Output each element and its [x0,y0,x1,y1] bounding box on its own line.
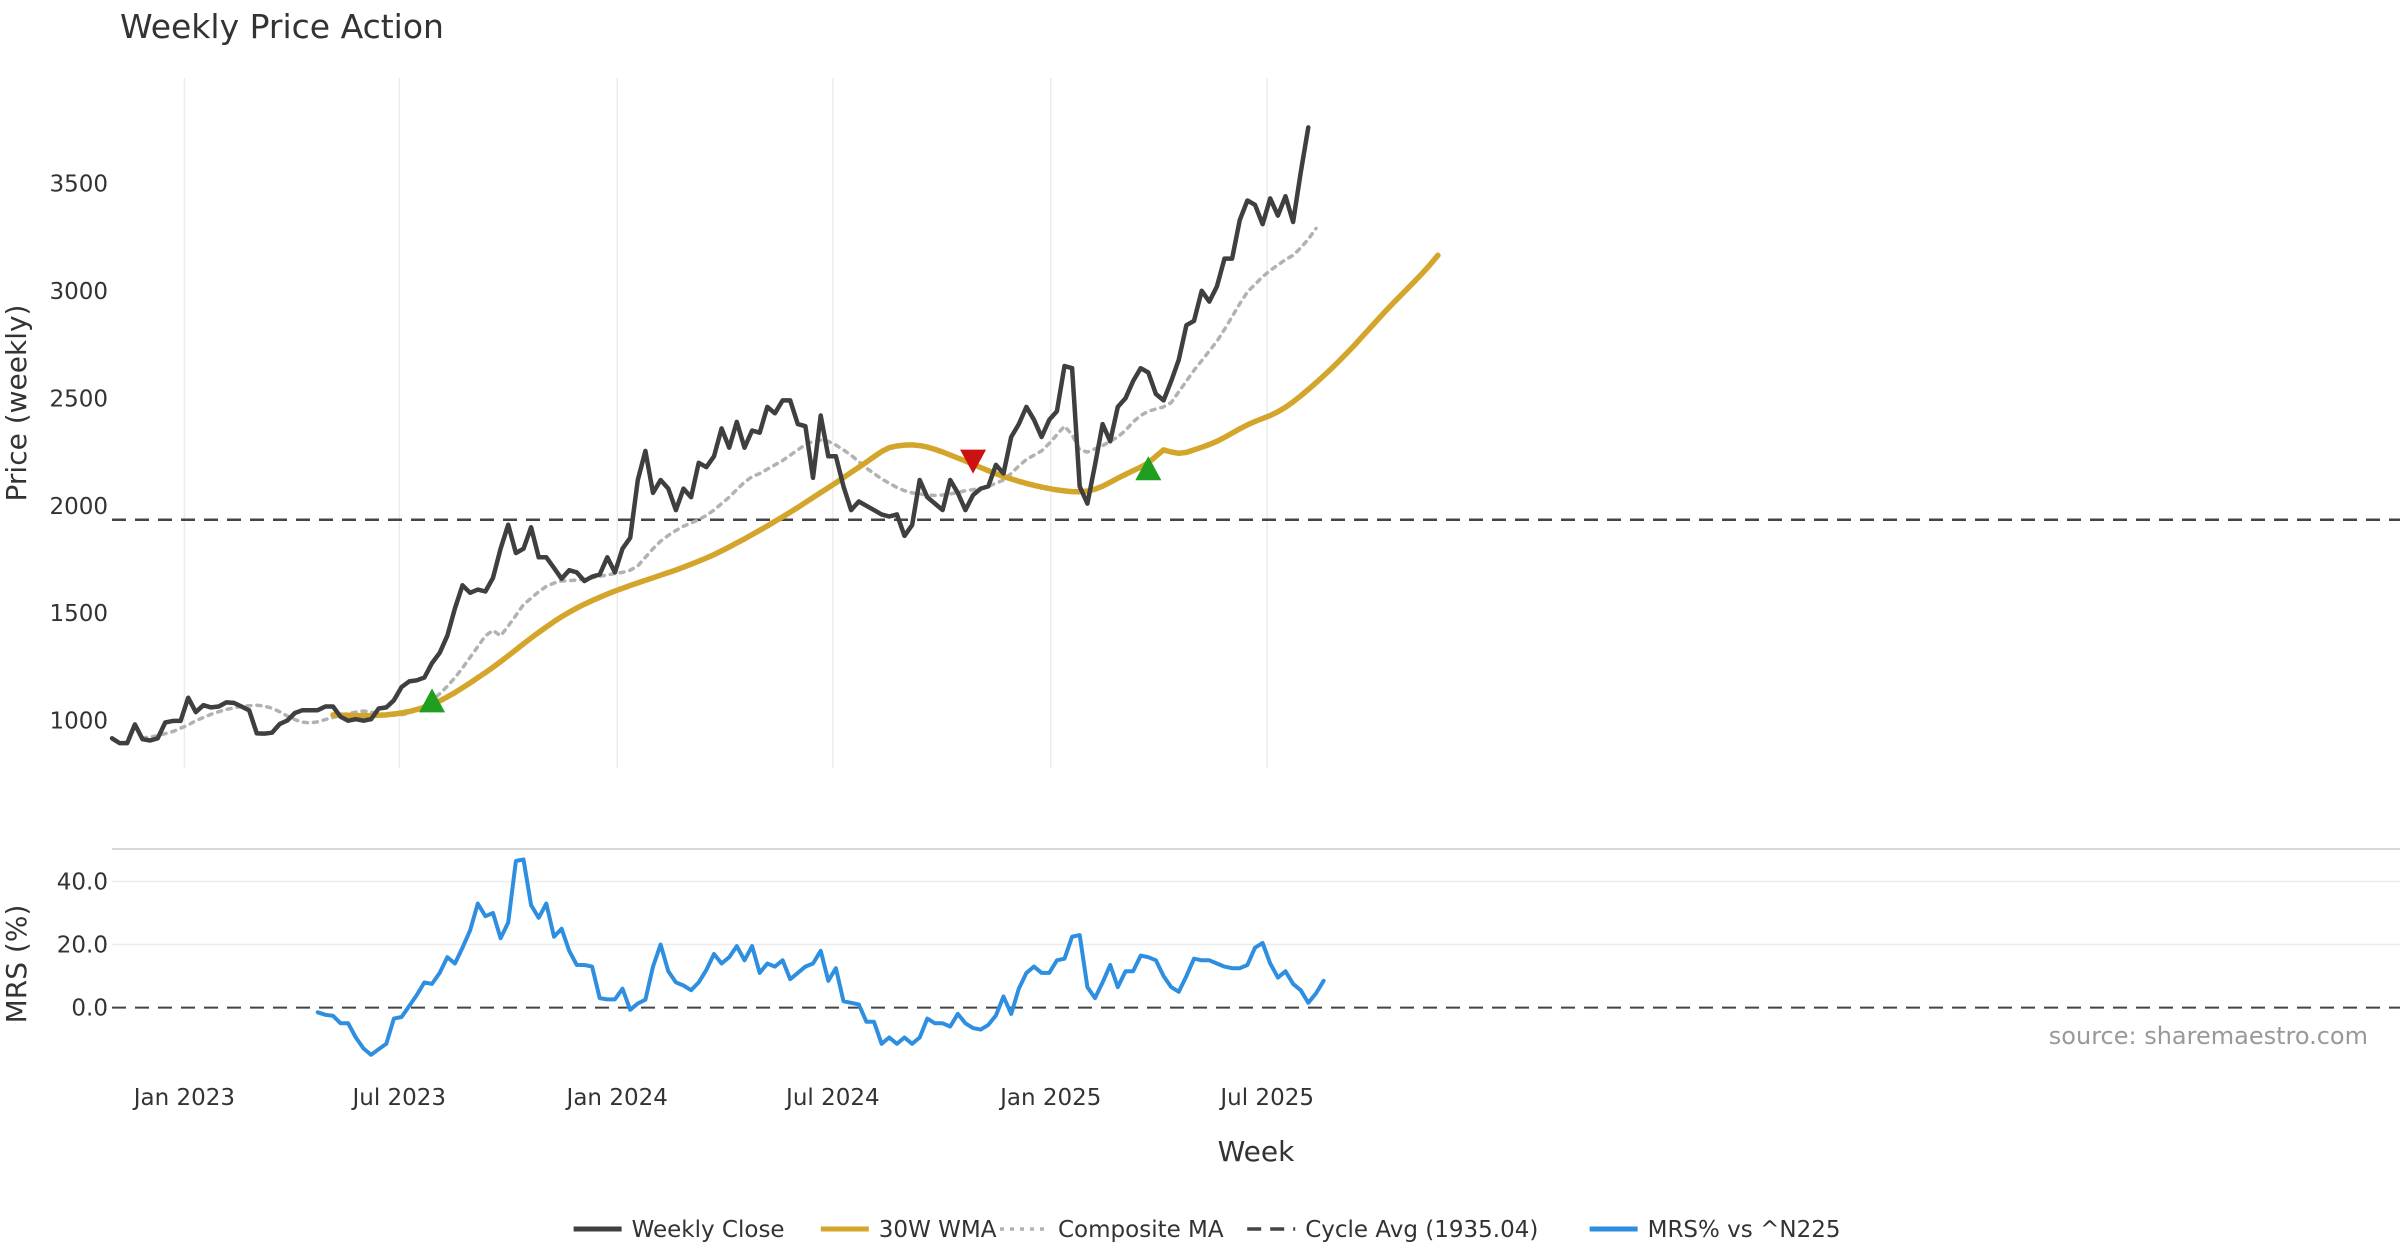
buy-signal-marker [419,688,446,713]
x-tick-label: Jan 2023 [132,1085,235,1111]
price-axis-ticks: 1000 1500 2000 2500 3000 3500 [49,171,108,734]
x-axis-ticks: Jan 2023 Jul 2023 Jan 2024 Jul 2024 Jan 2025… [132,1085,1314,1111]
legend-label: Cycle Avg (1935.04) [1305,1217,1538,1243]
mrs-tick-label: 0.0 [71,996,108,1022]
legend-item: 30W WMA [820,1217,997,1243]
legend-item: Weekly Close [573,1217,785,1243]
composite-ma-line [140,226,1318,740]
legend-item: Cycle Avg (1935.04) [1247,1217,1538,1243]
price-tick-label: 2000 [49,494,108,520]
mrs-axis-ticks: 0.0 20.0 40.0 [57,870,108,1022]
x-tick-label: Jul 2025 [1218,1085,1314,1111]
price-tick-label: 1000 [49,709,108,735]
signal-markers [419,449,1162,713]
mrs-line [315,857,1326,1057]
source-note: source: sharemaestro.com [2049,1022,2368,1050]
price-tick-label: 1500 [49,601,108,627]
price-axis-label: Price (weekly) [0,305,33,502]
legend: Weekly Close 30W WMA Composite MA Cycle Avg… [573,1217,1841,1243]
sell-signal-marker [960,449,987,474]
x-tick-label: Jan 2024 [565,1085,668,1111]
mrs-series [315,857,1326,1057]
legend-item: MRS% vs ^N225 [1589,1217,1841,1243]
x-axis-label: Week [1218,1135,1295,1168]
weekly-close-line [109,125,1311,746]
x-tick-label: Jul 2023 [350,1085,446,1111]
legend-label: MRS% vs ^N225 [1648,1217,1841,1243]
price-tick-label: 3000 [49,279,108,305]
chart-title: Weekly Price Action [120,7,444,46]
price-panel-gridlines [183,78,1268,768]
legend-label: Weekly Close [632,1217,785,1243]
mrs-axis-label: MRS (%) [0,905,33,1024]
buy-signal-marker [1135,456,1162,481]
legend-item: Composite MA [1000,1217,1224,1243]
mrs-panel-gridlines [112,880,2400,946]
legend-label: Composite MA [1058,1217,1224,1243]
mrs-tick-label: 40.0 [57,870,108,896]
price-series [109,125,1441,746]
30w-wma-line [330,252,1441,719]
x-tick-label: Jul 2024 [784,1085,880,1111]
mrs-tick-label: 20.0 [57,933,108,959]
price-tick-label: 2500 [49,386,108,412]
price-tick-label: 3500 [49,171,108,197]
legend-label: 30W WMA [879,1217,997,1243]
x-tick-label: Jan 2025 [998,1085,1101,1111]
